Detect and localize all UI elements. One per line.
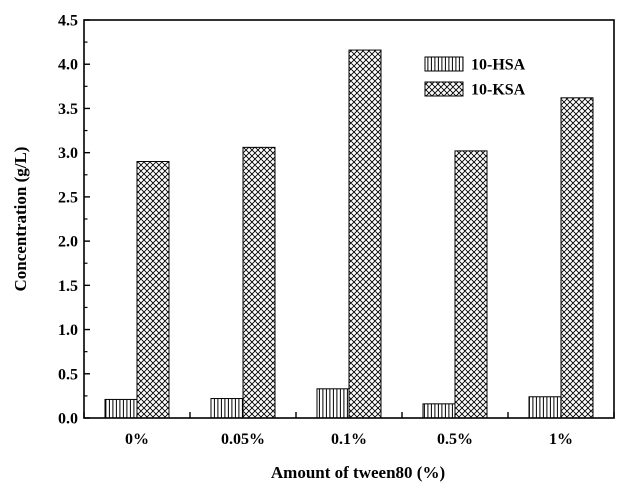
bar-10-hsa-2 [210,398,244,419]
bar-10-hsa-5 [528,396,562,419]
x-ticks-group: 0% 0.05% 0.1% 0.5% 1% [83,412,615,448]
x-tick-label: 0.05% [221,431,265,448]
legend-swatch-10-ksa [424,81,464,97]
x-tick-label: 0.1% [331,431,367,448]
y-tick-label: 0.5 [58,366,78,383]
y-tick-label: 4.0 [58,57,78,74]
legend-label-10-ksa: 10-KSA [471,82,526,99]
bar-10-ksa-4 [454,150,488,419]
y-tick-label: 3.5 [58,101,78,118]
x-tick-label: 0.5% [437,431,473,448]
bar-10-ksa-1 [136,161,170,419]
bar-10-hsa-3 [316,388,350,419]
bar-10-hsa-4 [422,403,456,419]
bars-group [104,49,594,419]
legend-label-10-hsa: 10-HSA [471,57,526,74]
legend-swatch-10-hsa [424,56,464,72]
y-axis-label: Concentration (g/L) [11,147,30,292]
legend: 10-HSA 10-KSA [424,56,526,99]
x-tick-label: 0% [125,431,149,448]
x-axis-label: Amount of tween80 (%) [271,463,445,482]
y-ticks-group: 0.0 0.5 1.0 1.5 2.0 2.5 3.0 3.5 4.0 4.5 [58,13,90,428]
y-tick-label: 3.0 [58,145,78,162]
x-tick-label: 1% [549,431,573,448]
bar-10-ksa-5 [560,97,594,419]
y-tick-label: 1.5 [58,278,78,295]
y-tick-label: 2.5 [58,189,78,206]
bar-10-hsa-1 [104,398,138,419]
y-tick-label: 4.5 [58,13,78,30]
bar-10-ksa-3 [348,49,382,419]
y-tick-label: 1.0 [58,322,78,339]
bar-10-ksa-2 [242,146,276,419]
y-tick-label: 2.0 [58,234,78,251]
y-tick-label: 0.0 [58,411,78,428]
